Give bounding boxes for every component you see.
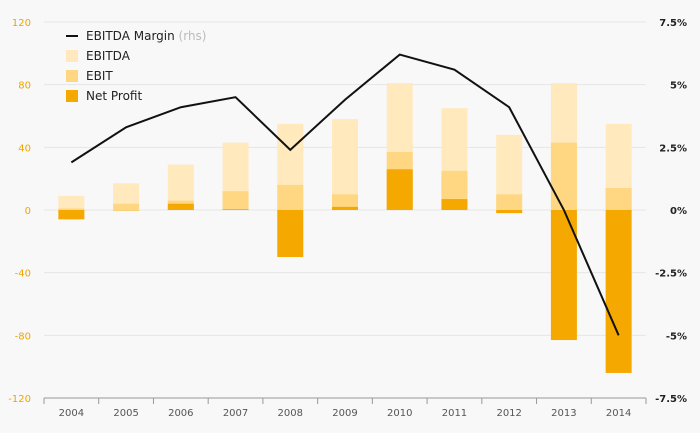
ebitda-margin-line-layer xyxy=(70,53,620,336)
x-tick-label: 2006 xyxy=(168,408,193,419)
right-tick-label: -7.5% xyxy=(655,394,687,405)
net-profit-bar-2011 xyxy=(441,199,468,210)
x-tick-label: 2009 xyxy=(332,408,357,419)
ebit-bar-2013 xyxy=(550,142,577,210)
ebit-bar-2005 xyxy=(113,203,140,210)
left-tick-label: -120 xyxy=(8,394,31,405)
legend-label-ebitda-margin: EBITDA Margin (rhs) xyxy=(86,29,207,43)
net-profit-bar-2010 xyxy=(386,169,413,210)
ebit-bar-2009 xyxy=(332,194,358,210)
net-profit-bar-2008 xyxy=(277,210,304,257)
x-tick-label: 2013 xyxy=(551,408,576,419)
net-profit-bar-2005 xyxy=(113,210,140,211)
x-tick-label: 2007 xyxy=(223,408,248,419)
net-profit-bar-2006 xyxy=(167,203,194,210)
x-tick-label: 2011 xyxy=(442,408,467,419)
ebitda-margin-line xyxy=(70,53,620,336)
ebit-bar-2012 xyxy=(496,194,523,210)
left-tick-label: 0 xyxy=(25,206,31,217)
bars xyxy=(58,83,632,373)
ebit-bar-2008 xyxy=(277,184,304,210)
x-tick-label: 2014 xyxy=(606,408,631,419)
left-tick-label: 120 xyxy=(12,18,31,29)
net-profit-bar-2009 xyxy=(332,206,358,210)
left-tick-label: -80 xyxy=(15,331,31,342)
legend-swatch-net-profit xyxy=(66,90,78,102)
legend-suffix-ebitda-margin: (rhs) xyxy=(175,29,207,43)
legend-label-net-profit: Net Profit xyxy=(86,89,142,103)
net-profit-bar-2012 xyxy=(496,210,523,214)
x-tick-label: 2004 xyxy=(59,408,84,419)
x-tick-label: 2010 xyxy=(387,408,412,419)
right-tick-label: -2.5% xyxy=(655,269,687,280)
legend: EBITDA Margin (rhs) EBITDA EBIT Net Profit xyxy=(66,29,207,103)
net-profit-bar-2014 xyxy=(605,210,632,373)
left-tick-label: -40 xyxy=(15,269,31,280)
legend-label-ebitda: EBITDA xyxy=(86,49,131,63)
left-tick-label: 80 xyxy=(18,81,31,92)
ebit-bar-2004 xyxy=(58,208,85,210)
legend-label-ebit: EBIT xyxy=(86,69,113,83)
net-profit-bar-2004 xyxy=(58,210,85,220)
axes: 120 80 40 0 -40 -80 -120 7.5% 5% 2.5% 0% -2.5% -5% -7… xyxy=(8,18,687,419)
right-tick-label: 0% xyxy=(670,206,687,217)
ebit-bar-2014 xyxy=(605,188,632,210)
right-tick-label: 5% xyxy=(670,81,687,92)
x-tick-label: 2012 xyxy=(496,408,521,419)
net-profit-bar-2007 xyxy=(222,209,249,210)
right-tick-label: 2.5% xyxy=(659,143,687,154)
ebit-bar-2007 xyxy=(222,191,249,210)
left-tick-label: 40 xyxy=(18,143,31,154)
x-tick-label: 2008 xyxy=(278,408,303,419)
ebitda-bar-2004 xyxy=(58,195,85,210)
right-tick-label: -5% xyxy=(666,331,687,342)
legend-swatch-ebitda xyxy=(66,50,78,62)
x-tick-label: 2005 xyxy=(113,408,138,419)
right-tick-label: 7.5% xyxy=(659,18,687,29)
legend-swatch-ebit xyxy=(66,70,78,82)
